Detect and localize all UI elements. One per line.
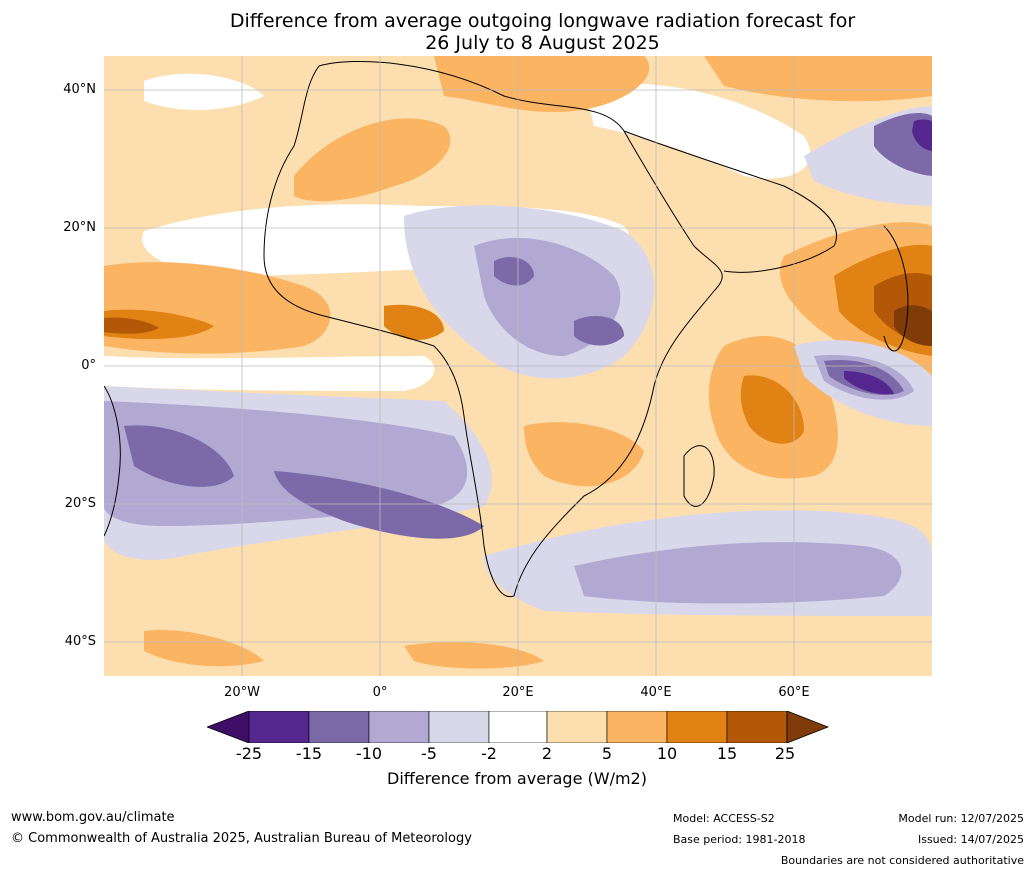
lon-label-20e: 20°E <box>502 685 534 700</box>
colorbar-tick-minus2: -2 <box>481 744 497 763</box>
lon-label-20w: 20°W <box>224 685 260 700</box>
lon-label-0: 0° <box>372 685 388 700</box>
lon-label-40e: 40°E <box>640 685 672 700</box>
lat-label-40s: 40°S <box>64 634 96 649</box>
colorbar-tick-minus25: -25 <box>235 744 263 763</box>
lat-label-0: 0° <box>81 358 96 373</box>
colorbar-segment-10 <box>786 711 829 743</box>
colorbar-segment-5 <box>488 711 548 743</box>
map-title: Difference from average outgoing longwav… <box>0 10 1035 54</box>
madagascar-coastline <box>683 445 715 507</box>
deep-brown-core-india <box>894 305 932 346</box>
footer-model-run: Model run: 12/07/2025 <box>898 812 1024 825</box>
colorbar-segment-1 <box>248 711 310 743</box>
colorbar-segment-7 <box>606 711 668 743</box>
deepest-purple-equatorial-indian <box>844 371 894 395</box>
footer-issued: Issued: 14/07/2025 <box>917 833 1024 846</box>
dark-orange-nigeria <box>384 304 444 341</box>
white-band-equatorial-atlantic <box>104 356 435 391</box>
footer-copyright: © Commonwealth of Australia 2025, Austra… <box>11 831 472 846</box>
graticule <box>104 56 932 676</box>
colorbar-tick-25: 25 <box>774 744 796 763</box>
south-america-coastline <box>104 385 121 537</box>
colorbar-segment-0 <box>207 711 250 743</box>
colorbar-segment-6 <box>546 711 608 743</box>
dark-orange-west-indian-ocean <box>740 375 804 444</box>
olr-anomaly-map <box>104 56 932 676</box>
colorbar-tick-15: 15 <box>716 744 738 763</box>
map-canvas <box>104 56 932 676</box>
lon-label-60e: 60°E <box>778 685 810 700</box>
white-patch-middle-east <box>584 83 811 179</box>
lat-label-40n: 40°N <box>63 82 96 97</box>
lat-label-20n: 20°N <box>63 220 96 235</box>
orange-patch-southern-africa <box>524 422 644 487</box>
arabia-coastline <box>623 130 837 273</box>
colorbar-segment-2 <box>308 711 370 743</box>
dark-purple-congo-core <box>574 316 624 346</box>
colorbar-segment-3 <box>368 711 430 743</box>
colorbar-tick-minus5: -5 <box>421 744 437 763</box>
footer-model: Model: ACCESS-S2 <box>673 812 775 825</box>
lat-label-20s: 20°S <box>64 496 96 511</box>
brown-core-atlantic <box>104 317 159 334</box>
orange-patch-sahara <box>294 118 451 202</box>
india-coastline <box>883 225 909 352</box>
colorbar-segment-9 <box>726 711 788 743</box>
colorbar-title: Difference from average (W/m2) <box>387 769 647 788</box>
colorbar-segment-4 <box>428 711 490 743</box>
dark-purple-south-atlantic-east <box>274 471 484 539</box>
colorbar-tick-2: 2 <box>541 744 553 763</box>
dark-purple-sahel-core <box>494 256 534 286</box>
colorbar-segment-8 <box>666 711 728 743</box>
orange-patch-southern-west <box>144 630 264 667</box>
deepest-purple-northeast <box>912 119 932 151</box>
colorbar-tick-minus15: -15 <box>295 744 323 763</box>
orange-patch-mediterranean <box>434 56 650 113</box>
white-patch-north-atlantic <box>144 73 264 111</box>
dark-purple-south-atlantic-west <box>124 425 234 487</box>
colorbar-tick-10: 10 <box>656 744 678 763</box>
footer-website: www.bom.gov.au/climate <box>11 810 175 825</box>
colorbar-tick-minus10: -10 <box>355 744 383 763</box>
title-line-2: 26 July to 8 August 2025 <box>425 32 660 54</box>
colorbar-tick-5: 5 <box>601 744 613 763</box>
colorbar <box>207 711 829 743</box>
orange-patch-southern-east <box>404 641 544 669</box>
footer-disclaimer: Boundaries are not considered authoritat… <box>780 854 1024 867</box>
title-line-1: Difference from average outgoing longwav… <box>229 10 856 32</box>
footer-base-period: Base period: 1981-2018 <box>673 833 806 846</box>
